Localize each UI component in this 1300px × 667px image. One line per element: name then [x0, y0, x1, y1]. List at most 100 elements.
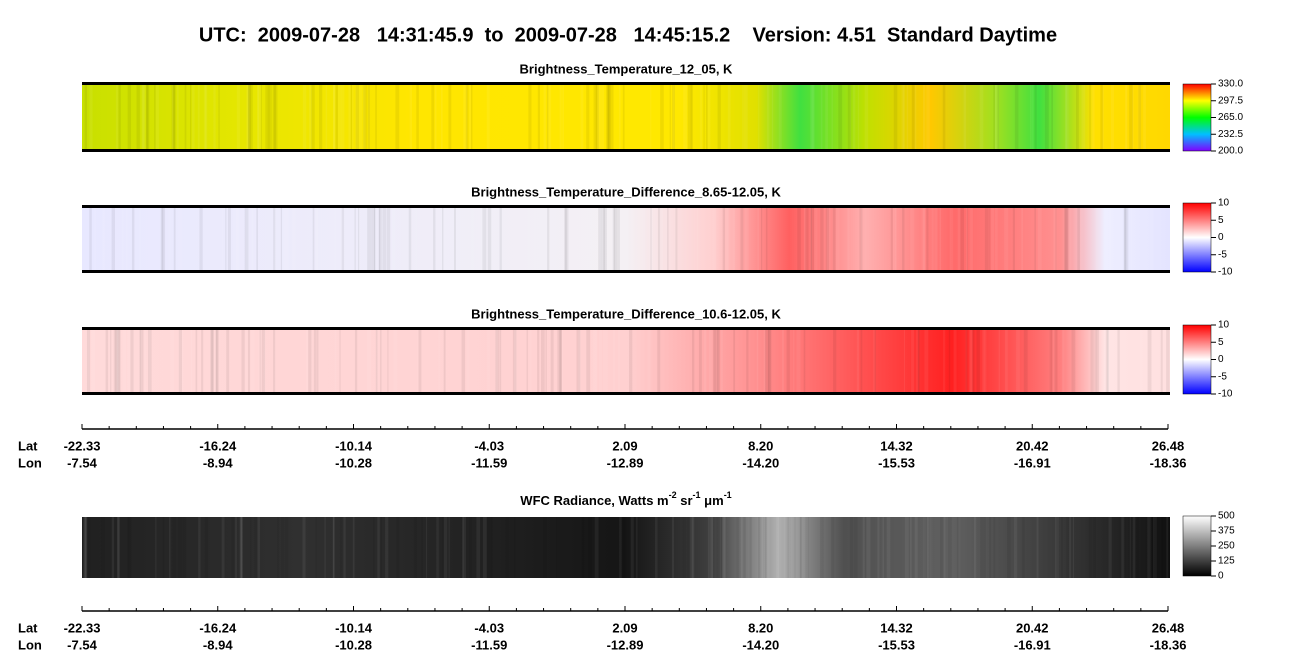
texture: [218, 84, 219, 150]
colorbar-label: -5: [1218, 249, 1227, 260]
texture: [377, 517, 380, 578]
texture: [433, 207, 435, 271]
texture: [1071, 329, 1075, 393]
lon-label: -11.59: [471, 637, 507, 652]
lat-label: -22.33: [64, 620, 101, 635]
texture: [902, 207, 904, 271]
texture: [371, 207, 375, 271]
texture: [869, 517, 870, 578]
texture: [309, 84, 312, 150]
texture: [995, 207, 997, 271]
lon-label: -14.20: [742, 455, 779, 470]
texture: [171, 329, 174, 393]
texture: [130, 329, 133, 393]
texture: [341, 207, 345, 271]
colorbar: [1183, 203, 1211, 272]
texture: [614, 207, 617, 271]
texture: [784, 517, 786, 578]
texture: [191, 329, 192, 393]
texture: [551, 329, 554, 393]
texture: [1032, 84, 1033, 150]
texture: [926, 207, 928, 271]
texture: [261, 84, 262, 150]
texture: [250, 84, 253, 150]
texture: [1055, 207, 1056, 271]
colorbar-label: 10: [1218, 198, 1230, 209]
texture: [811, 84, 814, 150]
texture: [821, 84, 823, 150]
texture: [375, 84, 377, 150]
texture: [292, 207, 296, 271]
texture: [205, 84, 207, 150]
texture: [744, 84, 748, 150]
texture: [359, 84, 363, 150]
texture: [373, 517, 375, 578]
texture: [605, 329, 608, 393]
texture: [750, 517, 752, 578]
texture: [1076, 84, 1079, 150]
colorbar-label: 5: [1218, 215, 1224, 226]
texture: [544, 84, 546, 150]
texture: [313, 207, 315, 271]
lat-label: 26.48: [1152, 438, 1185, 453]
texture: [1030, 84, 1032, 150]
texture: [980, 517, 982, 578]
texture: [394, 329, 398, 393]
texture: [351, 84, 352, 150]
texture: [268, 84, 271, 150]
texture: [716, 517, 720, 578]
texture: [395, 84, 399, 150]
colorbar-label: 125: [1218, 556, 1235, 567]
colorbar: [1183, 325, 1211, 394]
lat-label: -4.03: [474, 438, 504, 453]
texture: [805, 517, 808, 578]
texture: [118, 84, 120, 150]
lat-label: 20.42: [1016, 438, 1049, 453]
texture: [1089, 517, 1092, 578]
texture: [599, 84, 602, 150]
texture: [241, 329, 244, 393]
texture: [623, 84, 625, 150]
texture: [651, 207, 653, 271]
texture: [514, 517, 515, 578]
texture: [116, 84, 119, 150]
texture: [924, 329, 928, 393]
texture: [248, 329, 250, 393]
texture: [246, 207, 248, 271]
strip-edge: [82, 82, 1170, 85]
texture: [198, 84, 200, 150]
texture: [989, 517, 991, 578]
texture: [923, 84, 925, 150]
texture: [825, 84, 828, 150]
texture: [858, 84, 859, 150]
texture: [1094, 329, 1097, 393]
texture: [976, 329, 979, 393]
texture: [984, 329, 987, 393]
colorbar-label: 330.0: [1218, 79, 1243, 90]
texture: [911, 329, 914, 393]
texture: [89, 84, 92, 150]
texture: [660, 84, 664, 150]
texture: [757, 329, 758, 393]
texture: [112, 517, 114, 578]
texture: [256, 207, 258, 271]
title-part: μm: [701, 493, 724, 508]
colorbar: [1183, 84, 1211, 151]
texture: [683, 84, 687, 150]
texture: [500, 207, 502, 271]
texture: [319, 84, 322, 150]
texture: [1089, 84, 1090, 150]
texture: [228, 207, 231, 271]
texture: [235, 517, 237, 578]
texture: [110, 329, 111, 393]
texture: [556, 207, 557, 271]
superscript: -2: [669, 490, 677, 500]
panel-title: Brightness_Temperature_Difference_10.6-1…: [471, 306, 781, 321]
texture: [631, 517, 634, 578]
axis-label: Lat: [18, 620, 38, 635]
texture: [833, 329, 836, 393]
texture: [352, 84, 353, 150]
texture: [260, 329, 261, 393]
texture: [274, 207, 276, 271]
texture: [91, 329, 95, 393]
